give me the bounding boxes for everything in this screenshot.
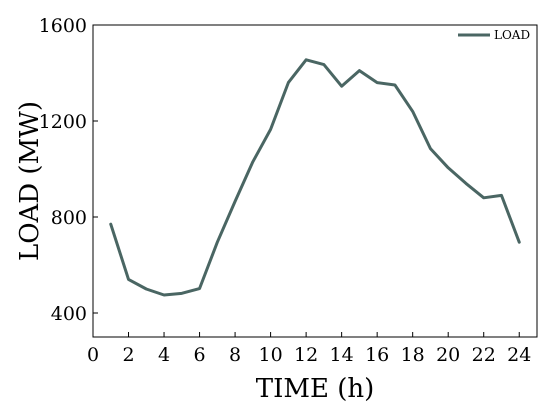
y-axis-label: LOAD (MW)	[15, 101, 45, 261]
x-tick-label: 6	[194, 344, 206, 366]
series-line-load	[109, 58, 521, 297]
x-tick-label: 20	[436, 344, 460, 366]
y-axis-ticks: 400 800 1200 1600	[39, 15, 98, 325]
x-tick-label: 16	[365, 344, 389, 366]
x-tick-label: 14	[330, 344, 354, 366]
plot-frame	[92, 24, 538, 338]
y-tick-label: 800	[51, 207, 87, 229]
series-layer	[109, 58, 521, 297]
y-tick-label: 1600	[39, 15, 87, 37]
y-tick-label: 1200	[39, 111, 87, 133]
x-tick-label: 2	[122, 344, 134, 366]
legend-label: LOAD	[494, 28, 530, 42]
x-tick-label: 18	[401, 344, 425, 366]
x-tick-label: 8	[229, 344, 241, 366]
plot-border	[92, 24, 538, 338]
x-axis-label: TIME (h)	[256, 374, 375, 404]
x-tick-label: 12	[294, 344, 318, 366]
x-tick-label: 10	[259, 344, 283, 366]
x-tick-label: 22	[472, 344, 496, 366]
x-tick-label: 0	[87, 344, 99, 366]
x-tick-label: 24	[507, 344, 531, 366]
x-tick-label: 4	[158, 344, 170, 366]
y-tick-label: 400	[51, 303, 87, 325]
legend: LOAD	[458, 28, 530, 42]
x-axis-ticks: 0 2 4 6 8 10 12 14 16 18 20 22 24	[87, 332, 531, 366]
